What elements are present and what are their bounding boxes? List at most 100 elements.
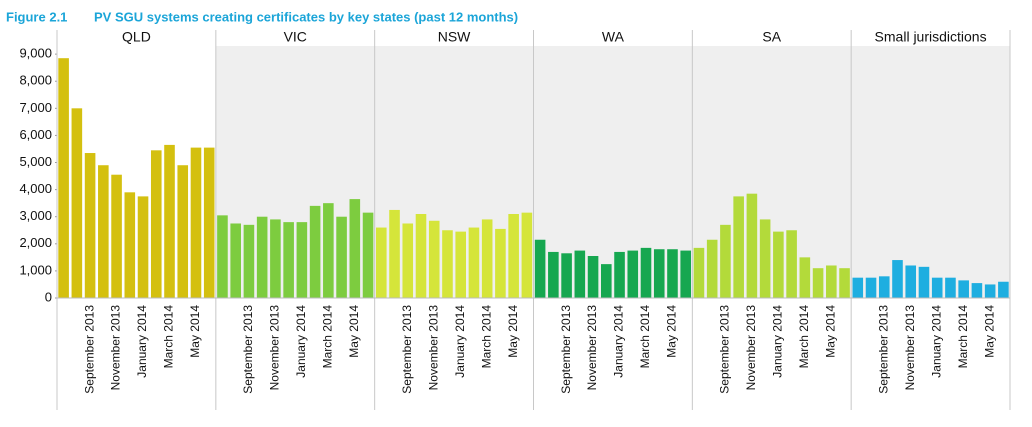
- bar: [495, 228, 506, 298]
- bar: [164, 144, 175, 298]
- bar: [706, 239, 718, 298]
- bar: [640, 247, 652, 298]
- x-tick-label: September 2013: [559, 305, 573, 394]
- y-tick-label: 7,000: [19, 100, 52, 115]
- bar: [865, 277, 877, 298]
- bar: [733, 196, 744, 298]
- x-tick-label: March 2014: [797, 305, 811, 369]
- bar: [309, 205, 321, 298]
- bar: [931, 277, 943, 298]
- bar: [958, 280, 969, 298]
- bar: [601, 264, 612, 298]
- x-tick-label: March 2014: [638, 305, 652, 369]
- x-tick-label: March 2014: [479, 305, 493, 369]
- bar: [839, 268, 850, 298]
- y-tick-label: 1,000: [19, 262, 52, 277]
- panel-background: [374, 46, 534, 298]
- bar: [402, 223, 414, 298]
- x-tick-label: March 2014: [162, 305, 176, 369]
- bar: [150, 150, 162, 298]
- panel-background: [692, 46, 852, 298]
- bar: [124, 192, 136, 298]
- bar: [256, 216, 268, 298]
- bar: [137, 196, 149, 298]
- bar: [508, 214, 519, 298]
- x-tick-label: March 2014: [956, 305, 970, 369]
- bar: [481, 219, 493, 298]
- bar: [746, 193, 758, 298]
- panel-header: VIC: [284, 29, 307, 45]
- bar: [71, 108, 83, 299]
- bar: [375, 227, 387, 298]
- bar: [759, 219, 771, 298]
- bar: [415, 214, 427, 298]
- panel-background: [215, 46, 375, 298]
- x-tick-label: January 2014: [612, 305, 626, 378]
- bar: [336, 216, 347, 298]
- x-tick-label: November 2013: [585, 305, 599, 391]
- bar: [720, 224, 731, 298]
- bar: [693, 247, 705, 298]
- bar: [918, 266, 930, 298]
- x-tick-label: January 2014: [771, 305, 785, 378]
- bar: [217, 215, 228, 298]
- x-tick-label: November 2013: [109, 305, 123, 391]
- bar: [680, 250, 692, 298]
- panel-header: WA: [602, 29, 625, 45]
- y-tick-label: 6,000: [19, 127, 52, 142]
- x-tick-label: September 2013: [876, 305, 890, 394]
- x-tick-label: May 2014: [665, 305, 679, 358]
- bar: [177, 165, 189, 298]
- panel-background: [851, 46, 1010, 298]
- x-tick-label: May 2014: [823, 305, 837, 358]
- bar: [826, 265, 837, 298]
- x-tick-label: May 2014: [982, 305, 996, 358]
- bar: [362, 212, 374, 298]
- bar: [190, 147, 202, 298]
- panel-header: QLD: [122, 29, 151, 45]
- y-tick-label: 0: [45, 289, 52, 304]
- bar: [389, 209, 400, 298]
- bar: [243, 224, 255, 298]
- bar: [852, 277, 864, 298]
- x-tick-label: January 2014: [294, 305, 308, 378]
- bar: [892, 260, 903, 298]
- y-tick-label: 2,000: [19, 235, 52, 250]
- bar: [111, 174, 122, 298]
- x-tick-label: November 2013: [903, 305, 917, 391]
- y-tick-label: 5,000: [19, 154, 52, 169]
- bar: [812, 268, 824, 298]
- x-tick-label: September 2013: [82, 305, 96, 394]
- bar: [653, 249, 665, 298]
- bar: [455, 231, 466, 298]
- x-tick-label: May 2014: [188, 305, 202, 358]
- bar: [587, 256, 599, 298]
- x-tick-label: January 2014: [453, 305, 467, 378]
- bar: [428, 220, 440, 298]
- bar: [667, 249, 678, 298]
- bar: [230, 223, 241, 298]
- y-tick-label: 3,000: [19, 208, 52, 223]
- bar: [786, 230, 797, 298]
- bar: [574, 250, 586, 298]
- x-tick-label: November 2013: [268, 305, 282, 391]
- bar: [58, 58, 69, 299]
- bar: [296, 222, 308, 298]
- bar: [614, 251, 625, 298]
- y-tick-label: 4,000: [19, 181, 52, 196]
- bar: [905, 265, 917, 298]
- bar: [534, 239, 546, 298]
- x-tick-label: September 2013: [718, 305, 732, 394]
- bar: [561, 253, 572, 298]
- bar: [84, 153, 96, 298]
- bar: [98, 165, 109, 298]
- bar: [349, 199, 361, 298]
- x-tick-label: January 2014: [929, 305, 943, 378]
- x-tick-label: January 2014: [135, 305, 149, 378]
- bar: [203, 147, 215, 298]
- x-tick-label: March 2014: [321, 305, 335, 369]
- bar: [799, 257, 811, 298]
- bar: [323, 203, 334, 298]
- x-tick-label: November 2013: [426, 305, 440, 391]
